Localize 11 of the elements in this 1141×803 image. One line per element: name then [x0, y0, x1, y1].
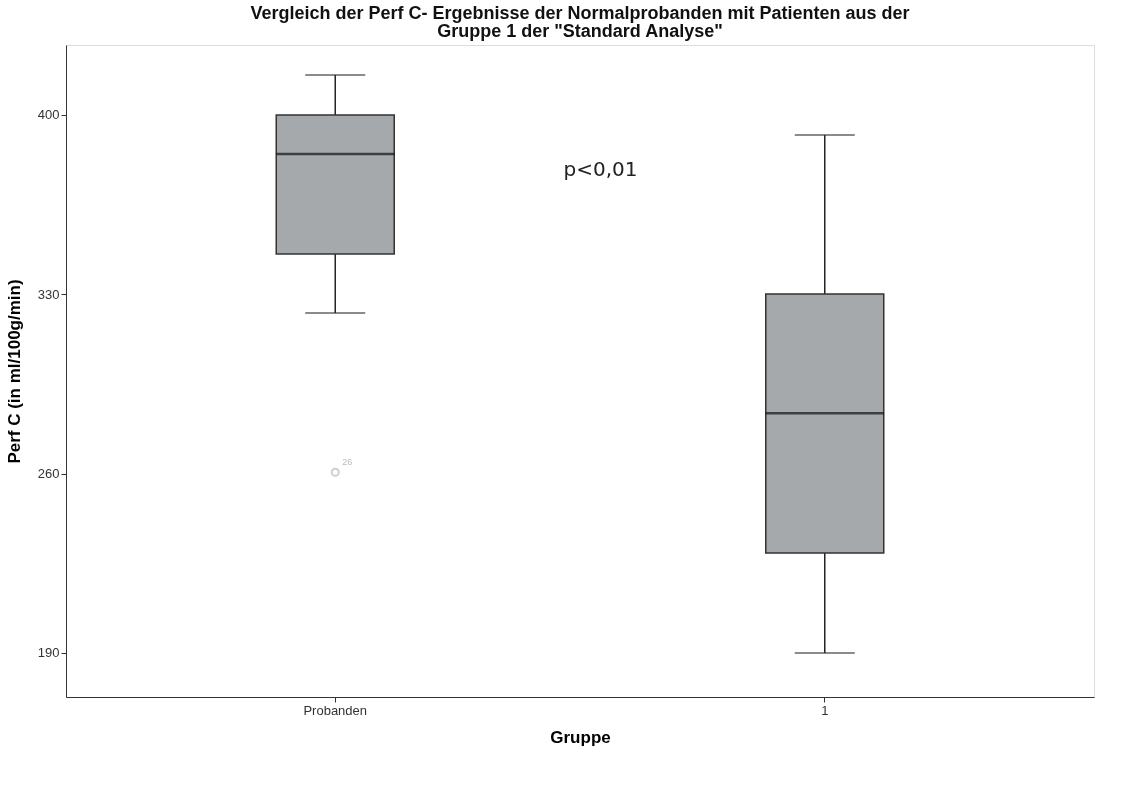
x-tick-label: Probanden — [303, 702, 368, 718]
y-axis-title: Perf C (in ml/100g/min) — [4, 279, 24, 464]
annotation: 26 — [342, 457, 353, 468]
x-axis-title: Gruppe — [550, 727, 611, 747]
y-tick-label: 190 — [37, 645, 60, 661]
y-tick-label: 330 — [37, 286, 60, 302]
chart-title: Vergleich der Perf C- Ergebnisse der Normalprobanden mit Patienten aus der Gruppe 1 der "Standard Analyse" — [250, 3, 910, 41]
y-tick-label: 260 — [37, 466, 60, 482]
x-tick-label: 1 — [821, 702, 829, 718]
annotation: p<0,01 — [563, 157, 638, 181]
y-tick-label: 400 — [37, 107, 60, 123]
